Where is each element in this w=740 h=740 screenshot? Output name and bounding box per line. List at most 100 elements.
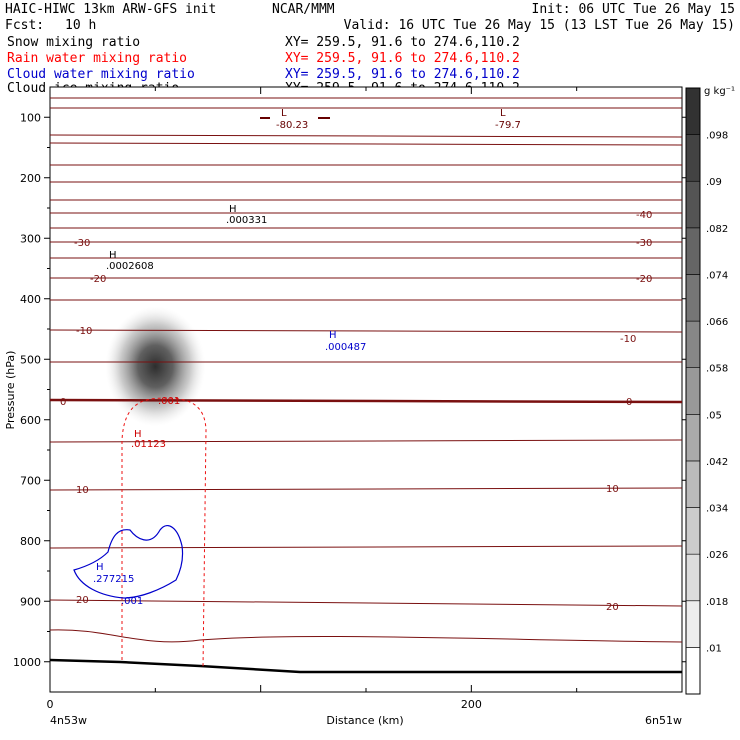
isotherm-labels: -40 -30 -30 -20 -20 -10 -10 0 0 10 10 20…: [60, 210, 652, 613]
colorbar-tick-label: .066: [706, 317, 728, 328]
isotherm: [50, 329, 682, 333]
run-title: HAIC-HIWC 13km ARW-GFS init: [5, 2, 216, 17]
x-tick-label: 0: [47, 698, 54, 711]
x-axis-label: Distance (km): [326, 714, 403, 727]
contour-label-rain: .001: [158, 396, 180, 407]
colorbar-tick-label: .026: [706, 550, 728, 561]
high-marker: H: [329, 330, 337, 341]
surface-line: [50, 658, 682, 674]
isotherm: [50, 398, 682, 404]
figure-header: HAIC-HIWC 13km ARW-GFS init NCAR/MMM Ini…: [5, 2, 735, 96]
colorbar: g kg⁻¹ .01 .018 .026 .034 .042 .05 .058 .066 .07…: [685, 86, 735, 695]
colorbar-box: [685, 367, 701, 415]
isotherm-label: 0: [60, 397, 66, 408]
colorbar-tick-label: .042: [706, 457, 728, 468]
colorbar-tick-label: .05: [706, 410, 722, 421]
y-tick-label: 100: [20, 111, 41, 124]
y-tick-label: 200: [20, 172, 41, 185]
high-value: .0002608: [106, 261, 154, 272]
contour-label-cloudwater: .001: [121, 596, 143, 607]
y-tick-label: 700: [20, 474, 41, 487]
valid-time: Valid: 16 UTC Tue 26 May 15 (13 LST Tue …: [344, 18, 735, 33]
field-xy-snow: XY= 259.5, 91.6 to 274.6,110.2: [285, 35, 520, 50]
colorbar-tick-label: .018: [706, 597, 728, 608]
field-xy-rain: XY= 259.5, 91.6 to 274.6,110.2: [285, 51, 520, 66]
colorbar-box: [685, 320, 701, 368]
colorbar-labels: .01 .018 .026 .034 .042 .05 .058 .066 .074 .082 .0…: [706, 131, 728, 655]
colorbar-box: [685, 460, 701, 508]
colorbar-boxes: [685, 87, 701, 695]
y-tick-label: 900: [20, 595, 41, 608]
high-value: .000331: [226, 215, 267, 226]
forecast-label: Fcst:: [5, 18, 44, 33]
field-xy-cloudwater: XY= 259.5, 91.6 to 274.6,110.2: [285, 67, 520, 82]
colorbar-tick-label: .058: [706, 364, 728, 375]
colorbar-tick-label: .034: [706, 504, 728, 515]
low-marker: L: [281, 108, 287, 119]
init-time: Init: 06 UTC Tue 26 May 15: [532, 2, 736, 17]
isotherm-label: -10: [620, 334, 636, 345]
colorbar-box: [685, 180, 701, 229]
isotherm-label: -30: [74, 238, 90, 249]
isotherm: [50, 487, 682, 491]
x-start-location: 4n53w: [50, 714, 87, 727]
y-tick-label: 1000: [13, 656, 41, 669]
field-name-rain: Rain water mixing ratio: [7, 51, 187, 66]
high-marker: H: [134, 429, 142, 440]
low-value: -79.7: [495, 120, 521, 131]
isotherm-label: 10: [76, 485, 89, 496]
isotherm: [50, 142, 682, 146]
y-tick-label: 500: [20, 353, 41, 366]
forecast-hours: 10 h: [65, 18, 96, 33]
low-marker: L: [500, 108, 506, 119]
low-value: -80.23: [276, 120, 308, 131]
colorbar-box: [685, 134, 701, 182]
y-tick-label: 400: [20, 293, 41, 306]
isotherm-label: -20: [90, 274, 106, 285]
isotherm: [50, 599, 682, 607]
colorbar-box: [685, 274, 701, 322]
high-marker: H: [109, 250, 117, 261]
rain-water-contour: [121, 397, 207, 669]
colorbar-tick-label: .082: [706, 224, 728, 235]
isotherm: [50, 134, 682, 138]
y-tick-label: 300: [20, 232, 41, 245]
colorbar-box: [685, 507, 701, 555]
colorbar-box: [685, 553, 701, 602]
colorbar-tick-label: .074: [706, 270, 728, 281]
field-name-cloudwater: Cloud water mixing ratio: [7, 67, 195, 82]
isotherm-label: -20: [636, 274, 652, 285]
shaded-maximum: [105, 306, 206, 427]
colorbar-box: [685, 414, 701, 462]
isotherm: [50, 439, 682, 443]
field-name-snow: Snow mixing ratio: [7, 35, 140, 50]
org-label: NCAR/MMM: [272, 2, 335, 17]
colorbar-box: [685, 227, 701, 275]
isotherm: [50, 545, 682, 549]
high-value: .277215: [93, 574, 134, 585]
high-marker: H: [96, 562, 104, 573]
x-end-location: 6n51w: [645, 714, 682, 727]
temperature-contours: [50, 97, 682, 643]
cloud-water-contour: [73, 525, 184, 599]
isotherm-label: -10: [76, 326, 92, 337]
colorbar-box: [685, 600, 701, 648]
colorbar-box: [685, 87, 701, 135]
colorbar-box: [685, 647, 701, 695]
colorbar-tick-label: .098: [706, 131, 728, 142]
y-axis-label: Pressure (hPa): [4, 351, 17, 430]
y-tick-label: 800: [20, 535, 41, 548]
isotherm-label: 20: [606, 602, 619, 613]
colorbar-frame: [685, 87, 701, 695]
isotherm-label: -30: [636, 238, 652, 249]
high-value: .000487: [325, 342, 366, 353]
isotherm: [50, 629, 682, 643]
isotherm-label: 20: [76, 595, 89, 606]
isotherm-label: 10: [606, 484, 619, 495]
colorbar-tick-label: .01: [706, 643, 722, 654]
x-axis: 0 20 0: [47, 87, 683, 711]
high-marker: H: [229, 204, 237, 215]
